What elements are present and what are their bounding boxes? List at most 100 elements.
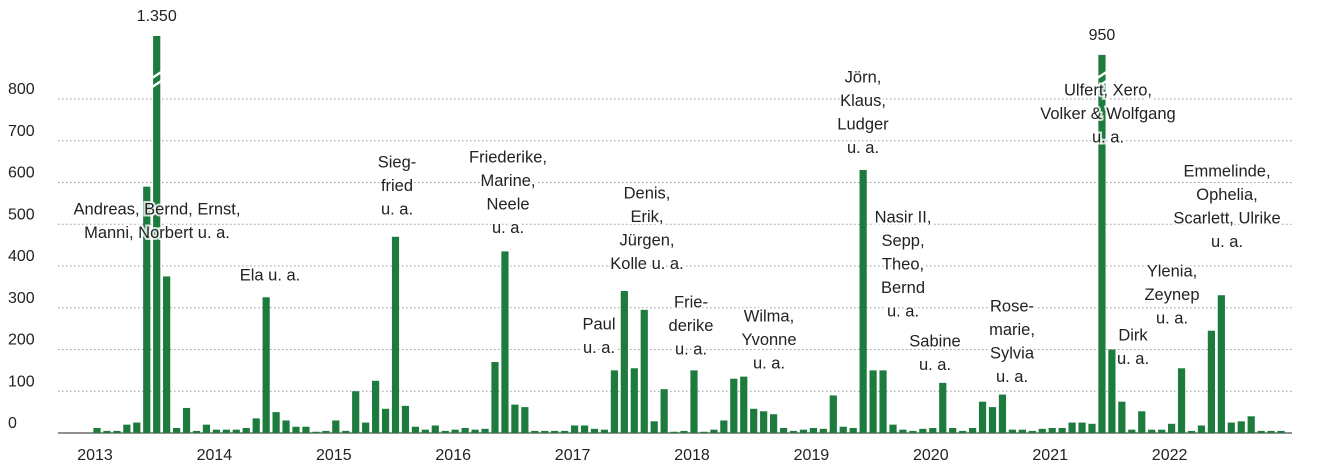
bar (352, 391, 360, 433)
y-tick-label: 300 (8, 290, 35, 307)
bar (491, 362, 499, 433)
bar (600, 429, 609, 433)
bar (143, 186, 151, 433)
x-tick-label: 2014 (197, 447, 233, 464)
annotation: u. a. (753, 354, 785, 372)
bar (401, 405, 410, 433)
bar (1148, 429, 1156, 433)
annotation: u. a. (919, 356, 951, 374)
annotation: Kolle u. a. (610, 255, 683, 273)
axis-break (151, 79, 162, 89)
annotation: Bernd (881, 279, 925, 297)
bar (471, 429, 479, 433)
bar (770, 414, 778, 433)
bar (441, 430, 449, 433)
bar (750, 408, 758, 433)
bar (760, 411, 768, 433)
x-tick-label: 2015 (316, 447, 352, 464)
annotation: u. a. (675, 340, 707, 358)
annotation: Paul (582, 315, 615, 333)
bar (163, 276, 171, 433)
annotation: Volker & Wolfgang (1040, 105, 1175, 123)
y-tick-label: 200 (8, 332, 35, 349)
bar (381, 408, 390, 433)
bar (640, 309, 648, 433)
annotation: Sylvia (990, 344, 1035, 362)
axis-break (1096, 70, 1108, 80)
bar (302, 426, 310, 433)
bar (998, 394, 1007, 433)
bar (1108, 349, 1116, 433)
bar (978, 401, 987, 433)
y-tick-label: 700 (8, 123, 35, 140)
annotation: Erik, (631, 208, 664, 226)
annotation: Dirk (1118, 326, 1148, 344)
annotation: Scarlett, Ulrike (1173, 209, 1280, 227)
annotation: u. a. (887, 302, 919, 320)
annotation: Nasir II, (875, 208, 932, 226)
bar (829, 395, 837, 433)
annotation: Ludger (837, 115, 889, 133)
annotation: Sieg- (378, 153, 417, 171)
bar (690, 370, 698, 433)
bar (1118, 401, 1126, 433)
bar (262, 297, 270, 433)
bar (899, 429, 907, 433)
bar (819, 428, 827, 433)
annotation: derike (669, 317, 714, 335)
bar (1247, 416, 1255, 433)
bar (779, 427, 788, 433)
bar (939, 382, 947, 433)
bar (988, 407, 997, 433)
bar (252, 418, 260, 433)
bar (362, 422, 370, 433)
bar (133, 422, 141, 433)
bar (1267, 430, 1275, 433)
annotation: Neele (486, 195, 529, 213)
bar (650, 421, 658, 433)
bar (431, 425, 439, 433)
annotation: Frie- (674, 293, 708, 311)
bar (421, 429, 429, 433)
annotation: Ylenia, (1147, 262, 1197, 280)
bar (849, 427, 857, 433)
annotation: u. a. (996, 368, 1028, 386)
annotation: Emmelinde, (1183, 162, 1270, 180)
bar (879, 370, 887, 433)
annotation: u. a. (847, 139, 879, 157)
bar (123, 424, 131, 433)
bar (869, 370, 877, 433)
bar (551, 430, 559, 433)
annotation: u. a. (583, 339, 615, 357)
bar (929, 427, 937, 433)
y-tick-label: 600 (8, 165, 35, 182)
bar (372, 380, 380, 433)
bar (1158, 429, 1166, 433)
annotation: marie, (989, 321, 1035, 339)
annotation: u. a. (1092, 128, 1124, 146)
bar (839, 426, 847, 433)
bar (809, 427, 817, 433)
bar (1048, 427, 1056, 433)
axis-break (151, 70, 162, 80)
annotation: Manni, Norbert u. a. (84, 224, 230, 242)
bar (391, 236, 400, 433)
bar (670, 431, 678, 433)
bar (411, 426, 419, 433)
annotation: Sabine (909, 332, 960, 350)
bar (740, 376, 748, 433)
bar (610, 370, 618, 433)
annotation: Yvonne (741, 331, 796, 349)
annotation: Andreas, Bernd, Ernst, (74, 200, 241, 218)
bar (312, 431, 320, 433)
bar (630, 368, 638, 433)
bar (789, 430, 798, 433)
y-tick-label: 500 (8, 206, 35, 223)
bar (1068, 422, 1076, 433)
bar (103, 430, 111, 433)
y-tick-label: 0 (8, 415, 17, 432)
bar (1237, 421, 1245, 433)
y-tick-label: 400 (8, 248, 35, 265)
annotation: Friederike, (469, 148, 547, 166)
bar (451, 429, 459, 433)
